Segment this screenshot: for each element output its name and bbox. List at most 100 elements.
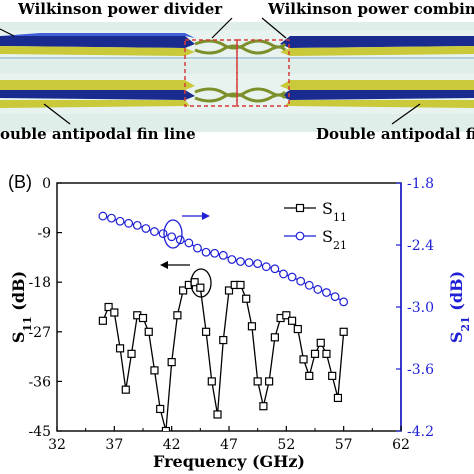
point-s21 — [279, 269, 288, 279]
y-right-tick-label: -3.6 — [407, 362, 434, 378]
point-s21 — [253, 259, 263, 269]
point-s21 — [218, 250, 228, 260]
legend-marker-s11 — [295, 203, 305, 213]
point-s21 — [150, 227, 159, 236]
point-s11 — [138, 313, 148, 323]
point-s11 — [207, 377, 216, 386]
chart-annotations — [160, 212, 212, 298]
legend-label-main: S — [322, 227, 333, 246]
point-s11 — [167, 358, 176, 367]
y-left-tick-label: -36 — [28, 374, 51, 390]
point-s21 — [244, 258, 254, 267]
label-fin-line-left: ouble antipodal fin line — [0, 125, 196, 143]
point-s11 — [287, 316, 297, 325]
point-s11 — [339, 327, 348, 336]
y-right-tick-label: -3.0 — [407, 300, 434, 316]
point-s11 — [299, 355, 308, 364]
label-fin-line-right: Double antipodal fin — [316, 125, 474, 143]
point-s21 — [201, 247, 211, 257]
point-s11 — [310, 349, 320, 358]
point-s11 — [259, 402, 268, 411]
y-left-title-main: S — [9, 332, 28, 344]
point-s11 — [144, 327, 153, 336]
point-s11 — [270, 333, 279, 342]
legend-label-s11: S11 — [322, 199, 347, 224]
s21-right-arrow-head — [202, 212, 210, 220]
y-left-tick-label: -45 — [28, 424, 51, 440]
point-s21 — [107, 213, 116, 223]
x-tick-label: 47 — [220, 437, 238, 453]
point-s21 — [98, 211, 108, 221]
point-s21 — [227, 255, 237, 264]
x-axis-title: Frequency (GHz) — [153, 452, 305, 471]
point-s11 — [196, 283, 205, 292]
point-s21 — [184, 238, 194, 248]
y-right-title-unit: (dB) — [447, 271, 466, 316]
axis-ticks: 32 37 42 47 52 57 62 0 -9 -18 -27 -36 -45 -1.8 -2.4 -3.… — [28, 176, 434, 453]
y-left-tick-label: -18 — [28, 275, 51, 291]
point-s11 — [316, 338, 325, 347]
point-s11 — [127, 349, 136, 358]
s11-left-arrow-head — [160, 261, 168, 269]
point-s21 — [210, 248, 220, 258]
point-s21 — [261, 262, 271, 272]
point-s11 — [333, 393, 343, 403]
point-s11 — [121, 385, 130, 394]
y-right-title-main: S — [447, 332, 466, 344]
x-tick-label: 57 — [335, 437, 353, 453]
point-s21 — [322, 288, 331, 297]
x-tick-label: 62 — [392, 437, 410, 453]
s11-highlight-ellipse — [190, 268, 212, 298]
legend-label-main: S — [322, 199, 333, 218]
label-wilkinson-divider: Wilkinson power divider — [18, 0, 223, 18]
point-s11 — [179, 286, 188, 295]
point-s11 — [110, 308, 119, 317]
s21-highlight-ellipse — [163, 219, 183, 249]
x-tick-label: 42 — [163, 437, 181, 453]
point-s11 — [98, 316, 107, 325]
y-left-tick-label: 0 — [42, 176, 51, 192]
point-s11 — [242, 294, 251, 303]
series-layer — [98, 211, 349, 431]
point-s21 — [124, 218, 134, 228]
point-s21 — [339, 297, 349, 307]
point-s21 — [304, 280, 314, 290]
y-left-tick-label: -27 — [28, 325, 51, 341]
point-s21 — [287, 272, 297, 282]
point-s11 — [161, 426, 171, 431]
point-s11 — [173, 311, 182, 320]
point-s11 — [150, 366, 159, 375]
point-s11 — [224, 286, 234, 295]
legend-label-sub: 21 — [333, 239, 347, 252]
point-s11 — [156, 404, 165, 414]
label-wilkinson-combiner: Wilkinson power combiner — [268, 0, 474, 18]
point-s11 — [293, 324, 302, 334]
y-right-tick-label: -2.4 — [407, 238, 434, 254]
point-s21 — [115, 216, 125, 226]
annotation-arrows — [0, 17, 421, 125]
point-s21 — [330, 292, 340, 302]
point-s21 — [167, 232, 177, 242]
combiner-highlight-box — [236, 39, 290, 107]
point-s11 — [115, 344, 125, 353]
point-s21 — [313, 285, 323, 294]
panel-b-label: (B) — [8, 172, 32, 192]
y-right-axis-title: S21 (dB) — [447, 271, 472, 343]
point-s11 — [247, 322, 257, 331]
point-s11 — [282, 311, 291, 320]
x-tick-label: 52 — [277, 437, 295, 453]
point-s11 — [201, 327, 211, 336]
y-left-title-unit: (dB) — [9, 271, 28, 316]
point-s11 — [322, 349, 331, 358]
y-right-tick-label: -4.2 — [407, 424, 434, 440]
y-left-axis-title: S11 (dB) — [9, 271, 34, 343]
x-tick-label: 32 — [48, 437, 66, 453]
legend-label-s21: S21 — [322, 227, 347, 252]
point-s11 — [328, 371, 337, 380]
legend-label-sub: 11 — [333, 211, 347, 224]
point-s21 — [132, 220, 142, 230]
point-s21 — [296, 276, 306, 286]
y-left-title-sub: 11 — [21, 316, 34, 331]
